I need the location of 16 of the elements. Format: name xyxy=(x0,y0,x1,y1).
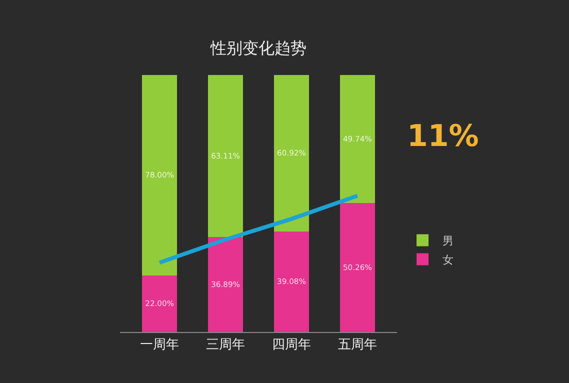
bar xyxy=(340,75,375,203)
bar xyxy=(340,202,375,332)
text: 11% xyxy=(407,119,479,154)
chart-title: 性别变化趋势 xyxy=(210,38,306,58)
bar xyxy=(274,232,309,332)
bar xyxy=(142,275,178,332)
x-tick-label: 五周年 xyxy=(338,338,377,353)
bar xyxy=(208,237,243,332)
x-tick-label: 四周年 xyxy=(272,338,311,353)
x-tick-label: 三周年 xyxy=(206,338,246,353)
bar xyxy=(142,75,178,276)
legend-label: 男 xyxy=(442,234,454,248)
legend-label: 女 xyxy=(442,254,454,267)
bar xyxy=(208,75,243,238)
bar xyxy=(274,75,309,232)
x-tick-label: 一周年 xyxy=(140,338,180,353)
